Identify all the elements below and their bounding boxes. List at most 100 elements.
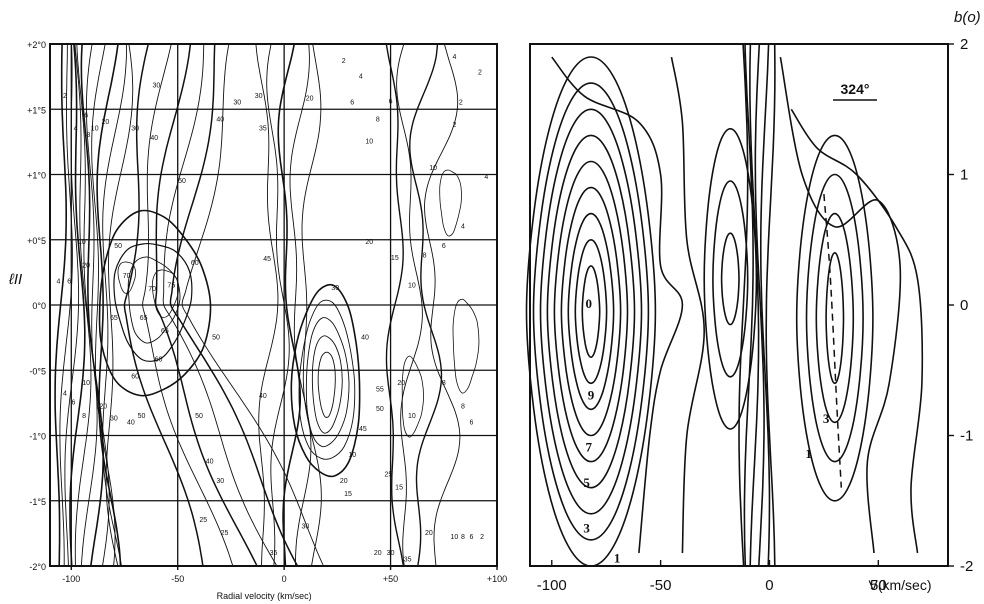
contour-label: 6 [71, 400, 75, 407]
contour-label: 45 [359, 426, 367, 433]
contour-label: 6 [84, 113, 88, 120]
contour-label: 65 [140, 315, 148, 322]
contour-label: 4 [452, 54, 456, 61]
y-tick-label: -2 [960, 558, 973, 575]
contour-label: 60 [131, 374, 139, 381]
contour-label: 10 [408, 413, 416, 420]
contour-ring [317, 351, 336, 418]
contour-label: 3 [823, 411, 830, 426]
contour-label: 20 [306, 96, 314, 103]
contour-line [754, 43, 765, 567]
contour-label: 15 [344, 491, 352, 498]
y-tick-label: -0°5 [29, 366, 46, 376]
contour-ring [113, 242, 193, 362]
contour-label: 40 [259, 393, 267, 400]
contour-label: 0 [586, 296, 593, 311]
contour-label: 10 [91, 126, 99, 133]
contour-line [759, 43, 771, 567]
contour-label: 65 [161, 328, 169, 335]
contour-label: 1 [805, 446, 812, 461]
contour-label: 30 [302, 524, 310, 531]
contour-label: 7 [586, 440, 593, 455]
x-tick-label: 0 [282, 574, 287, 584]
contour-label: 30 [131, 126, 139, 133]
contour-ring [560, 186, 622, 437]
contour-ring [311, 335, 343, 434]
y-tick-label: +0°5 [27, 236, 46, 246]
contour-label: 8 [461, 534, 465, 541]
contour-label: 40 [127, 419, 135, 426]
x-tick-label: 0 [765, 577, 773, 594]
contour-ring [117, 261, 136, 294]
contour-ring [298, 299, 356, 460]
contour-label: 2 [452, 122, 456, 129]
contour-label: 40 [150, 135, 158, 142]
contour-label: 70 [148, 286, 156, 293]
contour-label: 20 [101, 119, 109, 126]
contour-label: 30 [331, 285, 339, 292]
x-tick-label: +100 [487, 574, 507, 584]
contour-label: 10 [408, 282, 416, 289]
contour-label: 25 [199, 517, 207, 524]
y-tick-label: -2°0 [29, 562, 46, 572]
contour-label: 10 [78, 239, 86, 246]
contour-label: 35 [270, 550, 278, 557]
contour-line [670, 56, 706, 554]
contour-ring [581, 265, 601, 359]
contour-label: 5 [583, 475, 590, 490]
contour-label: 30 [110, 415, 118, 422]
contour-ring [439, 169, 462, 237]
contour-label: 6 [470, 534, 474, 541]
y-tick-label: +1°0 [27, 171, 46, 181]
contour-line [738, 43, 749, 567]
contour-label: 20 [365, 239, 373, 246]
contour-line [749, 43, 760, 567]
contour-label: 10 [82, 380, 90, 387]
contour-ring [720, 232, 740, 326]
x-tick-label: +50 [383, 574, 398, 584]
contour-label: 20 [99, 404, 107, 411]
contour-label: 50 [376, 406, 384, 413]
y-tick-label: 2 [960, 36, 968, 53]
contour-label: 50 [195, 413, 203, 420]
contour-label: 2 [478, 70, 482, 77]
contour-label: 6 [442, 243, 446, 250]
contour-ring [795, 134, 874, 502]
contour-ring [539, 108, 643, 515]
contour-label: 60 [191, 260, 199, 267]
contour-ring [553, 160, 629, 463]
x-tick-label: -100 [537, 577, 567, 594]
contour-label: 60 [155, 357, 163, 364]
right-contour-labels: 0 9 7 5 3 1 3 1 [583, 296, 829, 565]
y-axis-label: b(o) [954, 9, 981, 26]
contour-label: 3 [583, 520, 590, 535]
contour-label: 35 [259, 126, 267, 133]
x-tick-label: 50 [870, 577, 887, 594]
x-axis-label: Radial velocity (km/sec) [217, 591, 312, 601]
contour-label: 30 [233, 100, 241, 107]
contour-label: 4 [63, 391, 67, 398]
contour-ring [525, 56, 657, 567]
contour-ring [532, 82, 650, 541]
contour-label: 55 [376, 387, 384, 394]
y-tick-label: 1 [960, 167, 968, 184]
right-contour-panel: 0 9 7 5 3 1 3 1 -100 -50 0 50 2 1 0 -1 -2 V(km/sec) b(o) 32… [525, 9, 981, 594]
contour-ring [815, 212, 855, 424]
contour-label: 65 [110, 315, 118, 322]
contour-label: 1 [614, 550, 621, 565]
right-contours [525, 43, 924, 567]
contour-label: 8 [86, 132, 90, 139]
contour-label: 10 [429, 165, 437, 172]
contour-ring [825, 251, 845, 385]
contour-label: 8 [461, 404, 465, 411]
contour-label: 20 [82, 263, 90, 270]
contour-label: 45 [263, 256, 271, 263]
y-tick-label: -1°0 [29, 432, 46, 442]
x-tick-label: -50 [650, 577, 672, 594]
x-axis-label: V(km/sec) [869, 577, 932, 593]
contour-ring [546, 134, 636, 489]
contour-label: 30 [216, 478, 224, 485]
contour-label: 8 [442, 380, 446, 387]
